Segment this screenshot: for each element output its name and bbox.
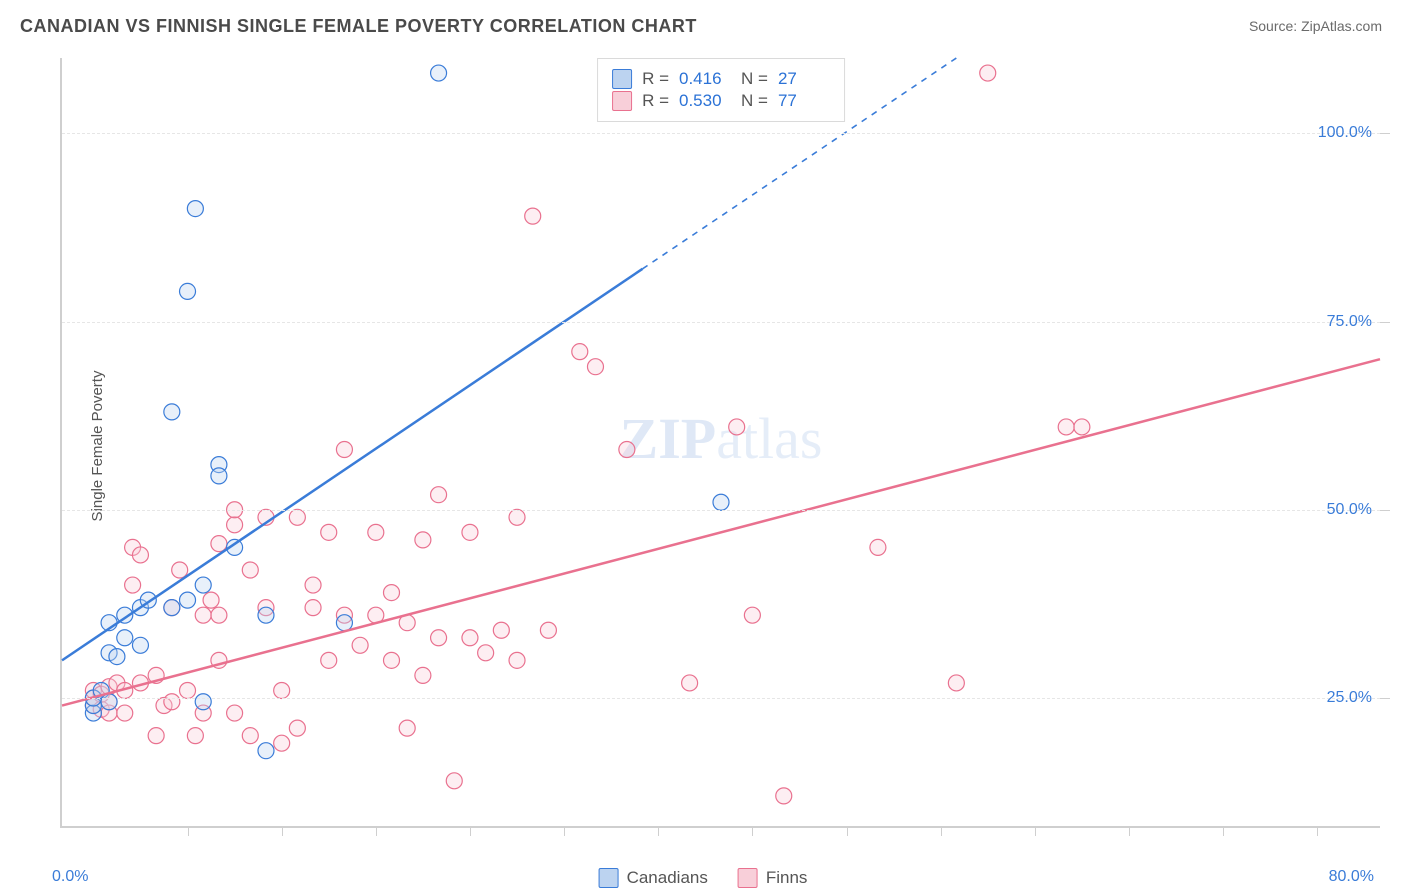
y-tick-label: 50.0% [1327, 501, 1372, 519]
source-name: ZipAtlas.com [1301, 18, 1382, 34]
legend-label-canadians: Canadians [627, 868, 708, 888]
series-legend: Canadians Finns [599, 868, 808, 888]
legend-label-finns: Finns [766, 868, 808, 888]
y-tick-label: 100.0% [1318, 124, 1372, 142]
source-prefix: Source: [1249, 18, 1301, 34]
chart-title: CANADIAN VS FINNISH SINGLE FEMALE POVERT… [20, 16, 697, 37]
x-min-label: 0.0% [52, 868, 88, 886]
swatch-canadians-icon [599, 868, 619, 888]
source-attribution: Source: ZipAtlas.com [1249, 18, 1382, 34]
x-max-label: 80.0% [1329, 868, 1374, 886]
y-tick-label: 75.0% [1327, 313, 1372, 331]
swatch-finns-icon [738, 868, 758, 888]
legend-item-canadians: Canadians [599, 868, 708, 888]
chart-svg [62, 58, 1380, 826]
y-tick-label: 25.0% [1327, 689, 1372, 707]
legend-item-finns: Finns [738, 868, 808, 888]
plot-area: ZIPatlas R = 0.416 N = 27 R = 0.530 N = … [60, 58, 1380, 828]
